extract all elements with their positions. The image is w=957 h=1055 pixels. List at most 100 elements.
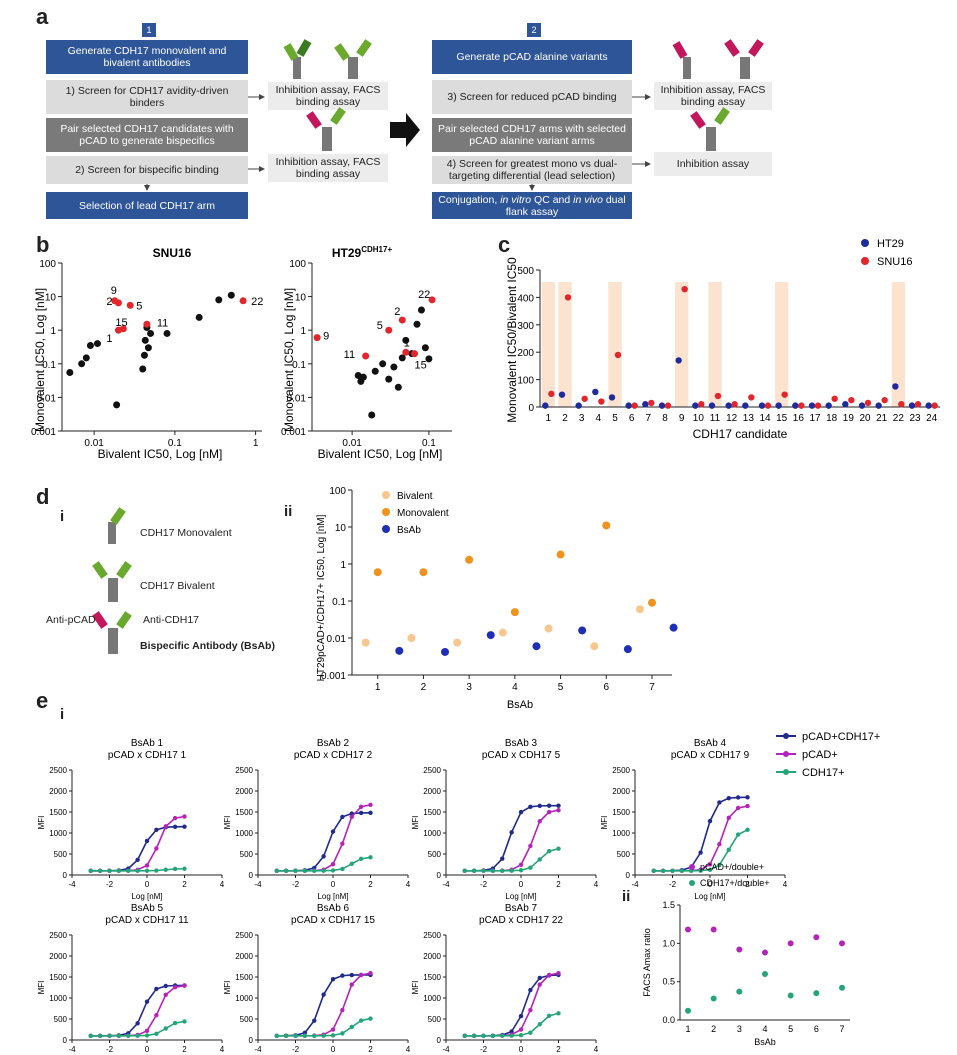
x-tick-label: 4 <box>596 413 602 424</box>
y-tick-label: 0.001 <box>321 671 346 682</box>
y-tick-label: 2000 <box>49 952 67 961</box>
data-point <box>182 1019 187 1024</box>
data-point <box>556 970 561 976</box>
data-point <box>625 402 632 409</box>
point-label: 2 <box>394 306 400 318</box>
data-point <box>648 399 655 407</box>
x-tick-label: 0 <box>331 1045 336 1054</box>
data-point <box>330 1027 336 1032</box>
data-point <box>147 329 155 337</box>
data-point <box>537 975 542 981</box>
data-point <box>848 396 855 404</box>
data-point <box>735 795 741 800</box>
data-point <box>358 810 364 816</box>
c-xlabel: CDH17 candidate <box>693 427 788 441</box>
point-label: 5 <box>136 300 142 312</box>
c-legend-ht29: HT29 <box>877 238 904 250</box>
data-point <box>368 810 373 816</box>
flow1-generate-box: Generate CDH17 monovalent and bivalent a… <box>46 40 248 74</box>
data-point <box>340 814 345 820</box>
data-point <box>758 402 766 409</box>
data-point <box>402 336 410 344</box>
data-point <box>664 402 672 409</box>
data-point <box>116 1033 122 1038</box>
data-point <box>182 814 187 819</box>
y-tick-label: 1500 <box>49 973 67 982</box>
e-plot-subtitle: pCAD x CDH17 1 <box>108 750 187 761</box>
data-point <box>394 383 402 391</box>
y-tick-label: 0.1 <box>292 360 306 371</box>
data-point <box>195 313 203 321</box>
data-point <box>227 291 235 299</box>
b-right-title-main: HT29 <box>332 246 362 260</box>
e-legend-double-marker <box>783 733 789 739</box>
b-right-ylabel: Monovalent IC50, Log [nM] <box>282 288 296 432</box>
data-point <box>97 1033 103 1038</box>
y-tick-label: 1000 <box>423 994 441 1003</box>
data-point <box>518 868 524 873</box>
data-point <box>710 995 717 1002</box>
panel-b-label: b <box>36 232 50 257</box>
data-point <box>839 984 845 991</box>
flow1-selection-box: Selection of lead CDH17 arm <box>46 192 248 219</box>
b-right-xlabel: Bivalent IC50, Log [nM] <box>318 447 443 461</box>
y-tick-label: 1 <box>340 560 346 571</box>
y-tick-label: 1 <box>50 326 56 337</box>
x-tick-label: 7 <box>649 682 655 693</box>
x-tick-label: -2 <box>292 880 300 889</box>
data-point <box>509 830 514 835</box>
flow2-assay4-box: Inhibition assay <box>654 152 772 176</box>
x-tick-label: 5 <box>612 413 618 424</box>
data-point <box>154 1012 159 1018</box>
data-point <box>914 401 922 408</box>
e-plot-subtitle: pCAD x CDH17 5 <box>482 750 561 761</box>
data-point <box>330 1033 336 1038</box>
panel-d-chart: 100 10 1 0.1 0.01 0.001 1 2 3 4 5 6 7 HT29pCAD+/CDH1… <box>316 486 678 711</box>
data-point <box>670 868 675 873</box>
y-tick-label: 500 <box>617 850 631 859</box>
data-point <box>143 320 151 328</box>
y-tick-label: 0 <box>437 871 442 880</box>
data-point <box>390 363 398 371</box>
y-tick-label: 1500 <box>423 808 441 817</box>
data-point <box>107 1033 112 1038</box>
e-curve <box>464 809 559 872</box>
point-label: 9 <box>323 331 329 343</box>
flow1-screen2-box: 2) Screen for bispecific binding <box>46 156 248 184</box>
y-tick-label: 1.5 <box>662 900 675 910</box>
data-point <box>88 1033 93 1038</box>
c-legend-snu16-marker <box>861 257 869 265</box>
data-point <box>787 940 794 947</box>
data-point <box>402 348 410 356</box>
y-tick-label: 2500 <box>423 931 441 940</box>
x-tick-label: 0.1 <box>422 438 436 449</box>
x-tick-label: 14 <box>759 413 771 424</box>
data-point <box>419 568 428 577</box>
y-tick-label: 500 <box>54 1015 68 1024</box>
data-point <box>302 1033 308 1038</box>
data-point <box>544 624 553 633</box>
data-point <box>182 983 187 988</box>
conj-text-2: in vitro <box>500 193 532 206</box>
x-tick-label: 1 <box>546 413 552 424</box>
data-point <box>537 819 542 824</box>
e-ylabel: MFI <box>411 816 420 830</box>
data-point <box>726 847 731 852</box>
data-point <box>707 818 713 824</box>
point-label: 15 <box>115 317 127 329</box>
data-point <box>471 1033 477 1038</box>
data-point <box>675 357 682 364</box>
data-point <box>636 605 644 614</box>
data-point <box>330 976 336 982</box>
x-tick-label: -2 <box>106 880 114 889</box>
data-point <box>321 1033 326 1038</box>
data-point <box>486 631 495 640</box>
data-point <box>215 296 223 304</box>
e-ii-ylabel: FACS Amax ratio <box>642 928 652 997</box>
data-point <box>556 808 561 813</box>
data-point <box>349 861 354 867</box>
data-point <box>398 354 406 362</box>
panel-d-ii-label: ii <box>284 503 293 520</box>
